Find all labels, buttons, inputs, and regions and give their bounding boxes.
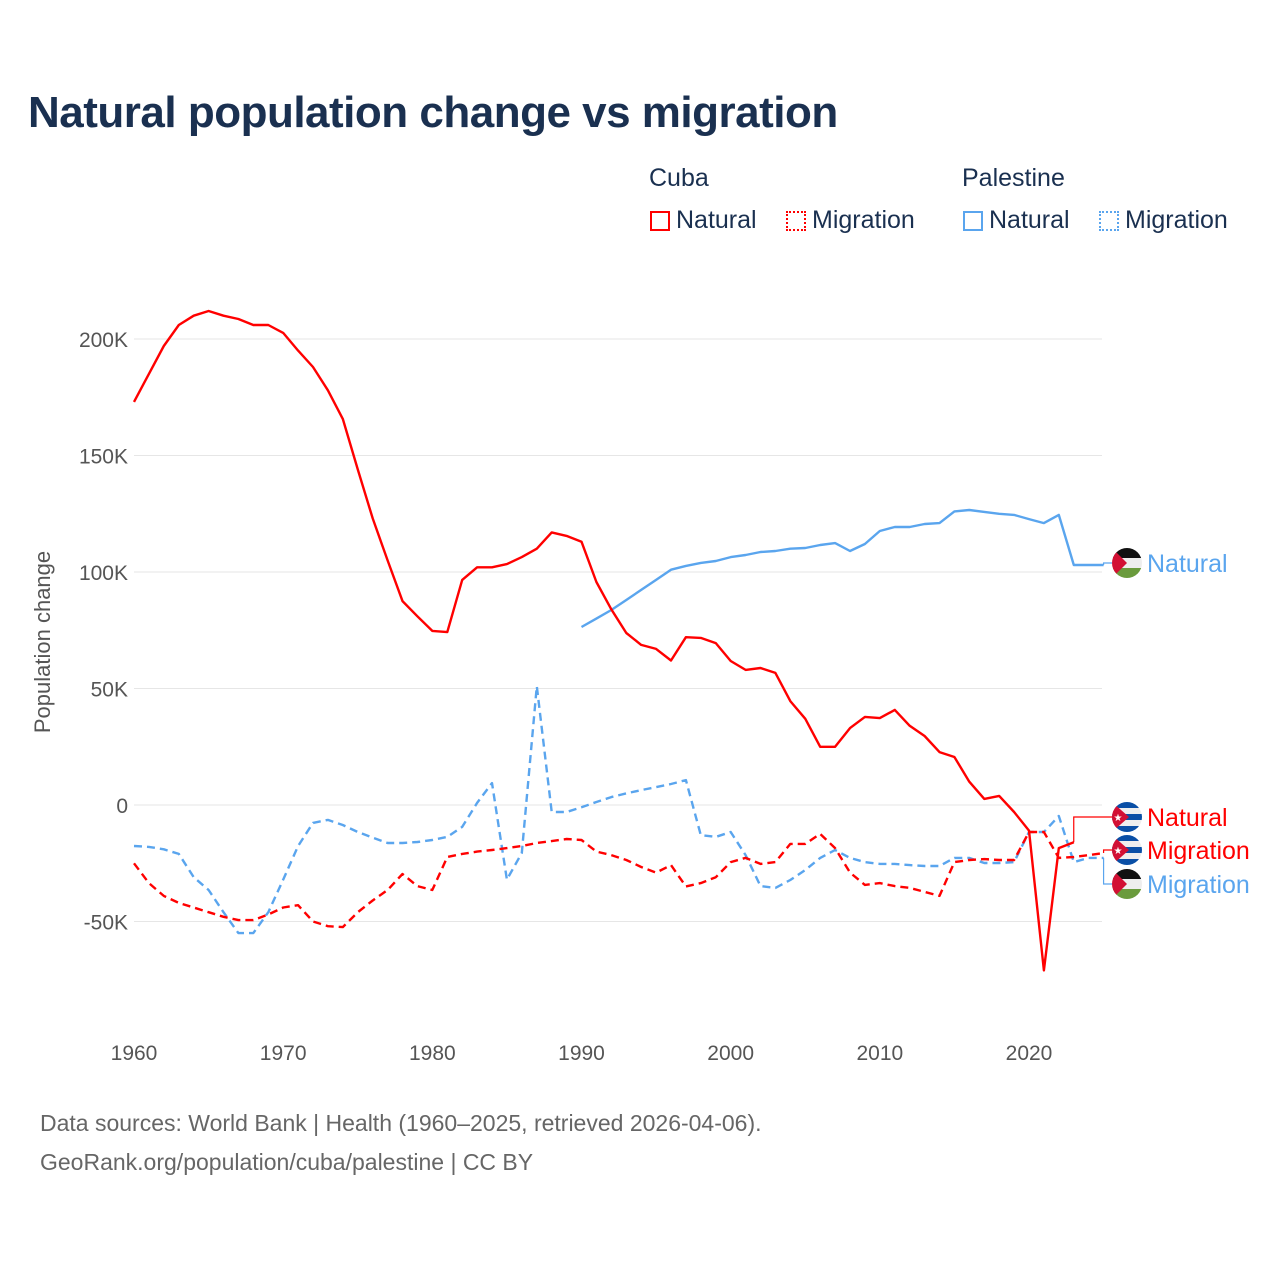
y-tick-label: 50K — [91, 679, 128, 702]
series-line-cuba-migration — [133, 830, 1104, 929]
y-tick-label: 0 — [116, 795, 128, 818]
legend-item-palestine-migration[interactable]: Migration — [1099, 206, 1228, 235]
legend-label: Migration — [1125, 206, 1228, 234]
cuba-flag-icon: ★ — [1112, 802, 1142, 832]
label-connector — [1073, 816, 1112, 843]
series-line-palestine-natural — [580, 508, 1104, 629]
palestine-flag-icon — [1112, 548, 1142, 578]
end-label-cuba-migration: Migration — [1147, 837, 1250, 865]
legend-item-palestine-natural[interactable]: Natural — [963, 206, 1070, 235]
legend-swatch-dotted-red — [786, 210, 806, 231]
chart-title: Natural population change vs migration — [28, 88, 838, 137]
y-tick-label: 200K — [79, 329, 128, 352]
legend-label: Natural — [989, 206, 1070, 234]
legend-group-palestine: Palestine — [962, 164, 1065, 192]
palestine-flag-icon — [1112, 869, 1142, 899]
legend-swatch-dotted-blue — [1099, 210, 1119, 231]
legend-item-cuba-natural[interactable]: Natural — [650, 206, 757, 235]
legend-item-cuba-migration[interactable]: Migration — [786, 206, 915, 235]
series-line-palestine-migration — [133, 685, 1104, 935]
svg-text:★: ★ — [1114, 846, 1123, 857]
footer-attribution: GeoRank.org/population/cuba/palestine | … — [40, 1149, 534, 1175]
label-connector — [1102, 857, 1112, 885]
end-label-cuba-natural: Natural — [1147, 804, 1228, 832]
x-tick-label: 2020 — [1006, 1042, 1053, 1065]
x-tick-label: 2000 — [707, 1042, 754, 1065]
label-connector — [1102, 849, 1112, 853]
x-tick-label: 1960 — [111, 1042, 158, 1065]
y-tick-label: 150K — [79, 446, 128, 469]
footer-sources: Data sources: World Bank | Health (1960–… — [40, 1110, 762, 1136]
x-tick-label: 1970 — [260, 1042, 307, 1065]
end-label-palestine-natural: Natural — [1147, 550, 1228, 578]
label-connector — [1102, 562, 1112, 566]
cuba-flag-icon: ★ — [1112, 835, 1142, 865]
y-tick-label: -50K — [84, 912, 128, 935]
y-tick-label: 100K — [79, 562, 128, 585]
x-tick-label: 1980 — [409, 1042, 456, 1065]
legend-label: Migration — [812, 206, 915, 234]
svg-text:★: ★ — [1114, 813, 1123, 824]
legend-group-cuba: Cuba — [649, 164, 709, 192]
legend-swatch-solid-blue — [963, 210, 983, 231]
y-axis-label: Population change — [30, 551, 55, 733]
series-line-cuba-natural — [132, 309, 1075, 972]
legend-label: Natural — [676, 206, 757, 234]
end-label-palestine-migration: Migration — [1147, 871, 1250, 899]
x-tick-label: 2010 — [856, 1042, 903, 1065]
legend-swatch-solid-red — [650, 210, 670, 231]
x-tick-label: 1990 — [558, 1042, 605, 1065]
